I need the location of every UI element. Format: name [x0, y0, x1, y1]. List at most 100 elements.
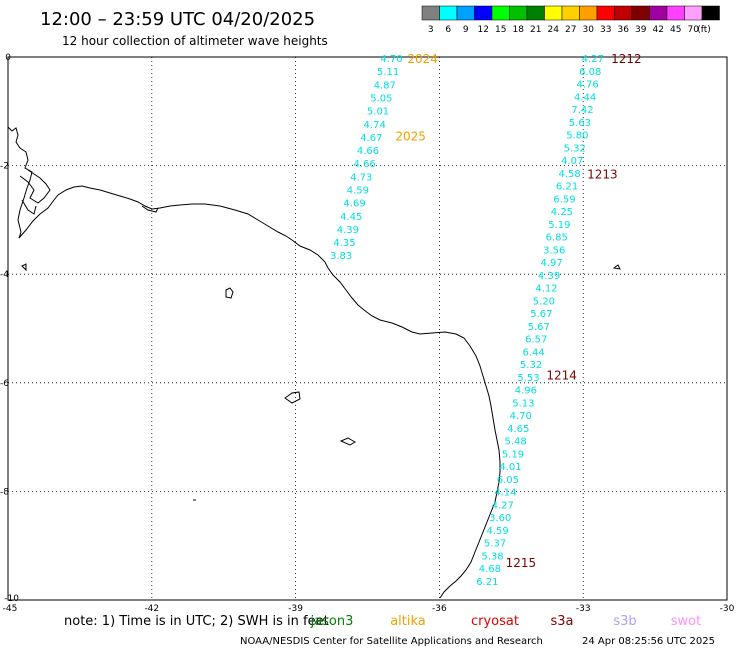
wave-height-value: 4.59	[486, 526, 508, 537]
island-2	[284, 391, 301, 404]
wave-height-value: 4.45	[340, 212, 362, 223]
x-tick-label: -39	[288, 604, 303, 614]
colorbar-swatch	[614, 5, 633, 21]
wave-height-value: 4.69	[343, 199, 365, 210]
island-1	[225, 287, 234, 299]
colorbar-swatch	[456, 5, 475, 21]
colorbar-tick-label: 21	[530, 25, 541, 35]
wave-height-value: 5.67	[528, 322, 550, 333]
y-tick-label: -2	[0, 162, 9, 172]
colorbar-swatch	[596, 5, 615, 21]
wave-height-value: 5.38	[481, 551, 503, 562]
track-time-label: 2025	[395, 130, 426, 144]
track-time-label: 1213	[587, 168, 618, 182]
wave-height-value: 4.12	[535, 284, 557, 295]
colorbar-tick-label: 70	[688, 25, 700, 35]
colorbar-swatch	[579, 5, 598, 21]
y-tick-label: -4	[0, 270, 9, 280]
track-time-label: 1214	[546, 369, 577, 383]
wave-height-value: 4.25	[551, 207, 573, 218]
colorbar-tick-label: 24	[548, 25, 560, 35]
colorbar-tick-label: 36	[618, 25, 630, 35]
wave-height-value: 5.53	[517, 373, 539, 384]
wave-height-value: 5.37	[484, 539, 506, 550]
wave-height-value: 4.01	[499, 462, 521, 473]
wave-height-value: 4.67	[360, 133, 382, 144]
wave-height-value: 4.27	[582, 54, 604, 65]
colorbar-tick-label: 27	[565, 25, 576, 35]
wave-height-value: 4.58	[559, 169, 581, 180]
satellite-legend-item: jason3	[310, 614, 354, 629]
wave-height-value: 6.44	[522, 347, 544, 358]
colorbar-tick-label: 15	[495, 25, 506, 35]
colorbar-swatch	[421, 5, 440, 21]
island-4	[612, 264, 621, 270]
wave-height-value: 4.70	[510, 411, 532, 422]
wave-height-value: 4.35	[333, 238, 355, 249]
wave-height-value: 4.59	[347, 185, 369, 196]
wave-height-value: 5.32	[564, 143, 586, 154]
colorbar-swatch	[666, 5, 685, 21]
wave-height-value: 4.73	[350, 172, 372, 183]
satellite-legend-item: altika	[390, 614, 426, 629]
y-tick-label: -8	[0, 487, 9, 497]
y-tick-label: -6	[0, 379, 9, 389]
y-tick-label: -10	[4, 594, 19, 604]
wave-height-value: 5.63	[569, 118, 591, 129]
x-tick-label: -33	[576, 604, 591, 614]
wave-height-value: 5.01	[367, 107, 389, 118]
colorbar-swatch	[526, 5, 545, 21]
wave-height-value: 4.74	[364, 120, 386, 131]
satellite-legend: jason3 altika cryosat s3a s3b swot	[310, 614, 702, 629]
colorbar-swatch	[701, 5, 720, 21]
x-tick-label: -36	[432, 604, 447, 614]
satellite-legend-item: cryosat	[471, 614, 519, 629]
footer-note: note: 1) Time is in UTC; 2) SWH is in fe…	[64, 614, 329, 629]
wave-height-value: 7.42	[571, 105, 593, 116]
wave-height-value: 4.39	[337, 225, 359, 236]
page-title: 12:00 – 23:59 UTC 04/20/2025	[40, 9, 315, 30]
altimeter-tracks: 4.70 5.11 4.87 5.05 5.01 4.74 4.67 4.66 4.66 4.73…	[330, 54, 604, 588]
wave-height-value: 4.96	[515, 386, 537, 397]
footer-timestamp: 24 Apr 08:25:56 UTC 2025	[582, 636, 715, 647]
wave-height-value: 5.19	[502, 449, 524, 460]
wave-height-value: 6.85	[546, 233, 568, 244]
track-time-labels: 2024 2025 1212 1213 1214 1215	[395, 52, 641, 570]
wave-height-value: 4.27	[492, 500, 514, 511]
colorbar-swatch	[631, 5, 650, 21]
coastline-bays	[19, 169, 159, 215]
wave-height-value: 4.07	[561, 156, 583, 167]
wave-height-value: 5.13	[512, 398, 534, 409]
wave-height-value: 5.20	[533, 296, 555, 307]
wave-height-value: 6.08	[579, 67, 601, 78]
wave-height-value: 4.44	[574, 92, 596, 103]
coastline	[7, 126, 621, 599]
wave-height-value: 5.19	[548, 220, 570, 231]
wave-height-value: 4.66	[357, 146, 379, 157]
wave-height-value: 5.48	[504, 437, 526, 448]
x-tick-label: -45	[3, 604, 18, 614]
colorbar-tick-label: 9	[463, 25, 469, 35]
colorbar-swatch	[684, 5, 703, 21]
colorbar-swatch	[439, 5, 458, 21]
colorbar-swatch	[649, 5, 668, 21]
colorbar-swatch	[491, 5, 510, 21]
map-gridlines	[8, 57, 727, 600]
wave-height-value: 3.83	[330, 251, 352, 262]
wave-height-value: 6.05	[497, 475, 519, 486]
colorbar-swatch	[509, 5, 528, 21]
colorbar-swatch	[474, 5, 493, 21]
satellite-legend-item: s3a	[550, 614, 573, 629]
map-tick-labels: -45 -42 -39 -36 -33 -30 0 -2 -4 -6 -8 -10	[0, 53, 735, 614]
colorbar-tick-label: 18	[513, 25, 525, 35]
map-frame: -45 -42 -39 -36 -33 -300-2-4-6-8-10 4.705.114…	[0, 52, 735, 614]
wave-height-value: 4.68	[479, 564, 501, 575]
colorbar-tick-label: 12	[478, 25, 489, 35]
map-border	[7, 56, 728, 601]
colorbar-tick-label: 30	[583, 25, 595, 35]
colorbar-swatch	[544, 5, 563, 21]
page-subtitle: 12 hour collection of altimeter wave hei…	[62, 34, 328, 48]
x-tick-label: -30	[720, 604, 735, 614]
wave-height-value: 4.66	[353, 159, 375, 170]
